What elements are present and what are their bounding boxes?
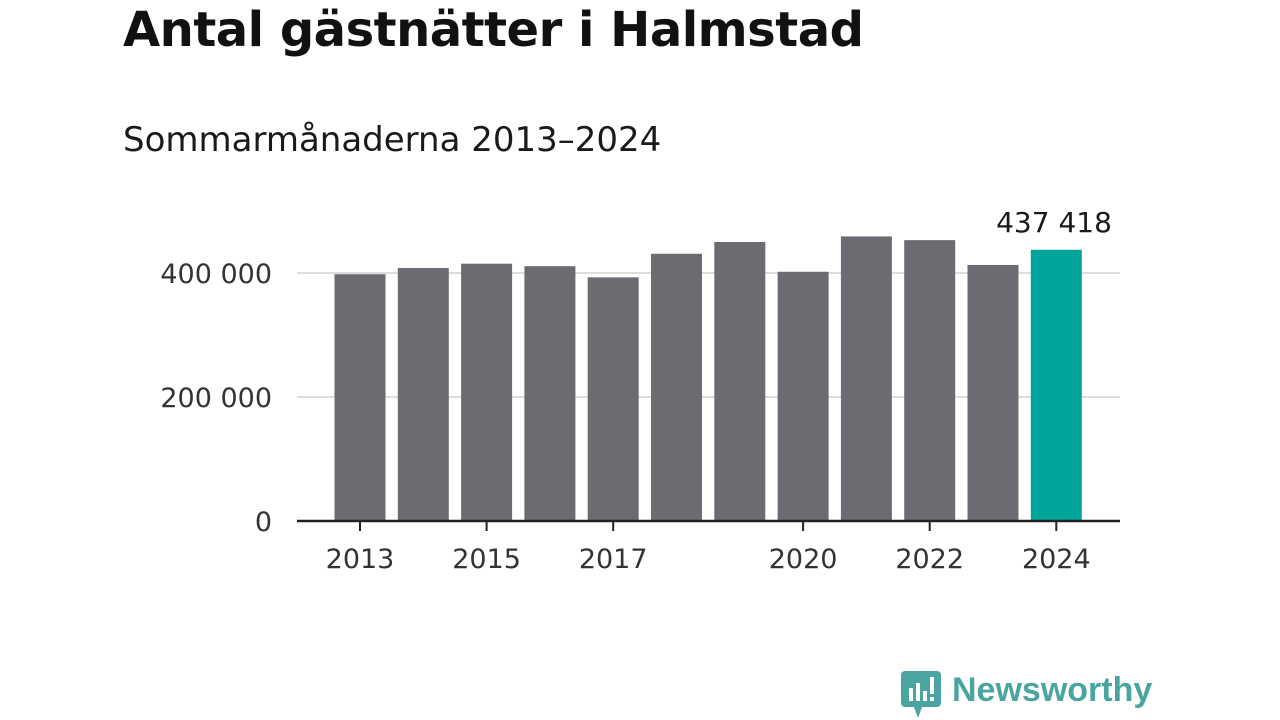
data-labels: 437 418 [996,206,1112,239]
bar-2016 [524,266,576,521]
y-axis-tick-labels: 0 200 000 400 000 [160,259,272,538]
x-axis [297,519,1120,531]
bar-2020 [777,271,829,521]
bar-2013 [334,274,386,521]
y-tick-label: 0 [255,507,272,538]
newsworthy-logo-text: Newsworthy [952,671,1153,709]
newsworthy-logo: Newsworthy [900,670,1152,720]
bar-2023 [967,264,1019,521]
y-tick-label: 200 000 [160,383,272,414]
newsworthy-logo-icon [901,671,941,718]
bar-2024 [1030,249,1082,521]
bar-2014 [397,268,449,521]
bars [334,236,1082,522]
y-tick-label: 400 000 [160,259,272,290]
x-tick-label: 2013 [326,544,395,575]
x-tick-label: 2015 [452,544,521,575]
data-label-2024: 437 418 [996,206,1112,239]
x-tick-label: 2024 [1022,544,1091,575]
x-tick-label: 2020 [769,544,838,575]
chart-title: Antal gästnätter i Halmstad [123,2,864,58]
x-tick-label: 2022 [895,544,964,575]
bar-2015 [461,263,513,521]
x-tick-label: 2017 [579,544,648,575]
bar-2021 [840,236,892,522]
x-axis-tick-labels: 2013 2015 2017 2020 2022 2024 [326,544,1091,575]
bar-2019 [714,242,766,521]
bar-2017 [587,277,639,521]
chart-subtitle: Sommarmånaderna 2013–2024 [123,120,662,160]
bar-2018 [651,253,702,521]
bar-2022 [904,240,956,521]
